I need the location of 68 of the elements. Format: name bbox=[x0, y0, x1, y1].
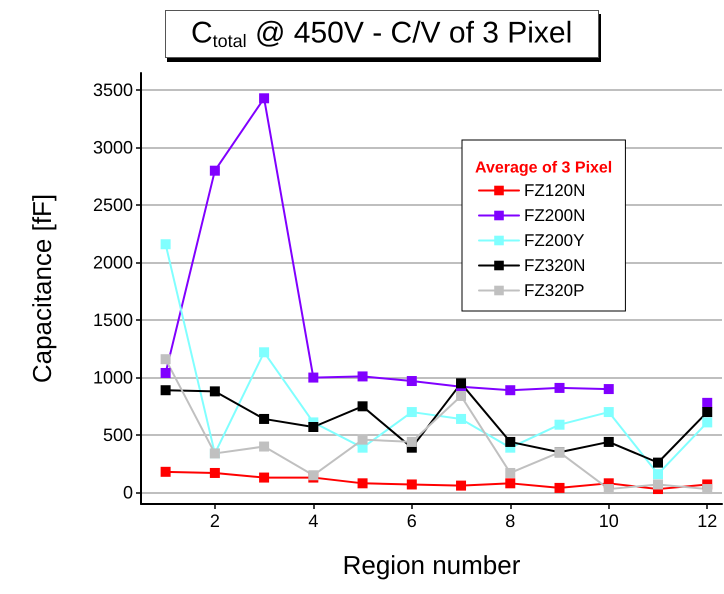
legend-label: FZ320N bbox=[524, 256, 586, 275]
point bbox=[652, 479, 663, 490]
point bbox=[505, 436, 516, 447]
point bbox=[259, 414, 270, 424]
point bbox=[358, 478, 368, 488]
point bbox=[308, 470, 318, 480]
point bbox=[160, 466, 171, 477]
point bbox=[406, 407, 417, 418]
x-tick-label: 12 bbox=[697, 511, 718, 531]
point bbox=[160, 239, 171, 250]
y-tick-label: 1000 bbox=[92, 368, 133, 388]
point bbox=[505, 468, 516, 478]
point bbox=[505, 478, 516, 488]
legend-title: Average of 3 Pixel bbox=[475, 160, 612, 176]
point bbox=[160, 385, 171, 396]
y-axis-title: Capacitance [fF] bbox=[27, 194, 57, 384]
point bbox=[505, 385, 516, 396]
point bbox=[604, 407, 614, 418]
y-tick-label: 0 bbox=[122, 482, 133, 503]
point bbox=[406, 376, 417, 386]
point bbox=[259, 442, 270, 452]
legend-label: FZ320P bbox=[524, 281, 584, 300]
point bbox=[210, 468, 220, 478]
y-tick-label: 3500 bbox=[92, 80, 133, 100]
point bbox=[702, 417, 712, 428]
point bbox=[554, 482, 565, 493]
point bbox=[358, 434, 368, 445]
y-tick-label: 2500 bbox=[92, 195, 133, 216]
point bbox=[702, 484, 712, 494]
x-axis-title: Region number bbox=[342, 550, 521, 580]
point bbox=[652, 469, 663, 480]
y-tick-label: 2000 bbox=[92, 252, 133, 273]
point bbox=[358, 371, 368, 382]
x-tick-label: 6 bbox=[406, 511, 417, 531]
point bbox=[702, 407, 712, 418]
point bbox=[259, 93, 270, 104]
x-tick-label: 10 bbox=[598, 511, 619, 531]
point bbox=[604, 484, 614, 494]
point bbox=[652, 458, 663, 468]
x-tick-label: 2 bbox=[210, 511, 220, 531]
point bbox=[456, 414, 466, 424]
y-tick-label: 3000 bbox=[92, 138, 133, 158]
x-tick-label: 8 bbox=[505, 511, 516, 531]
point bbox=[456, 390, 466, 401]
point bbox=[308, 372, 318, 383]
y-tick-label: 1500 bbox=[92, 310, 133, 330]
point bbox=[210, 386, 220, 396]
point bbox=[160, 354, 171, 364]
point bbox=[210, 166, 220, 176]
point bbox=[456, 480, 466, 491]
legend-label: FZ120N bbox=[524, 181, 586, 200]
point bbox=[406, 436, 417, 447]
point bbox=[259, 347, 270, 358]
point bbox=[259, 472, 270, 483]
point bbox=[604, 384, 614, 394]
y-tick-label: 500 bbox=[102, 425, 133, 446]
point bbox=[358, 401, 368, 412]
x-tick-label: 4 bbox=[308, 511, 318, 531]
point bbox=[456, 378, 466, 388]
point bbox=[604, 436, 614, 447]
point bbox=[702, 398, 712, 408]
point bbox=[308, 422, 318, 432]
point bbox=[160, 368, 171, 378]
legend-label: FZ200N bbox=[524, 206, 586, 225]
point bbox=[554, 382, 565, 393]
point bbox=[406, 479, 417, 490]
point bbox=[554, 420, 565, 430]
legend-label: FZ200Y bbox=[524, 231, 584, 250]
